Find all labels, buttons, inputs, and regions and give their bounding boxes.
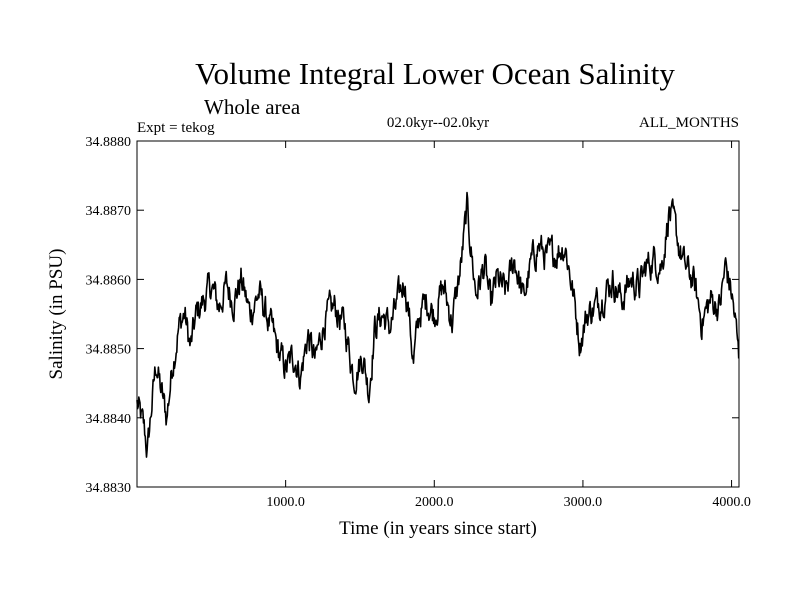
chart-subtitle: Whole area: [204, 95, 301, 119]
x-tick-label: 3000.0: [564, 495, 603, 510]
y-tick-label: 34.8840: [86, 412, 132, 427]
x-tick-label: 1000.0: [266, 495, 305, 510]
x-tick-label: 2000.0: [415, 495, 454, 510]
y-tick-label: 34.8880: [86, 135, 132, 150]
x-tick-label: 4000.0: [712, 495, 751, 510]
series-line-0: [136, 191, 740, 458]
y-tick-label: 34.8850: [86, 343, 132, 358]
y-tick-label: 34.8860: [86, 273, 132, 288]
x-axis-label: Time (in years since start): [339, 518, 537, 539]
y-tick-label: 34.8870: [86, 204, 132, 219]
period-label: 02.0kyr--02.0kyr: [387, 115, 489, 131]
chart-title: Volume Integral Lower Ocean Salinity: [195, 56, 675, 91]
plot-frame: [136, 140, 740, 488]
months-label: ALL_MONTHS: [639, 115, 739, 131]
y-axis-label: Salinity (in PSU): [46, 249, 67, 380]
y-axis: 34.8830 34.8840 34.8850 34.8860 34.8870 34.88…: [86, 135, 739, 496]
y-tick-label: 34.8830: [86, 481, 132, 496]
series-layer: [136, 191, 740, 458]
x-axis: 1000.0 2000.0 3000.0 4000.0: [266, 141, 751, 510]
expt-label: Expt = tekog: [137, 120, 215, 136]
